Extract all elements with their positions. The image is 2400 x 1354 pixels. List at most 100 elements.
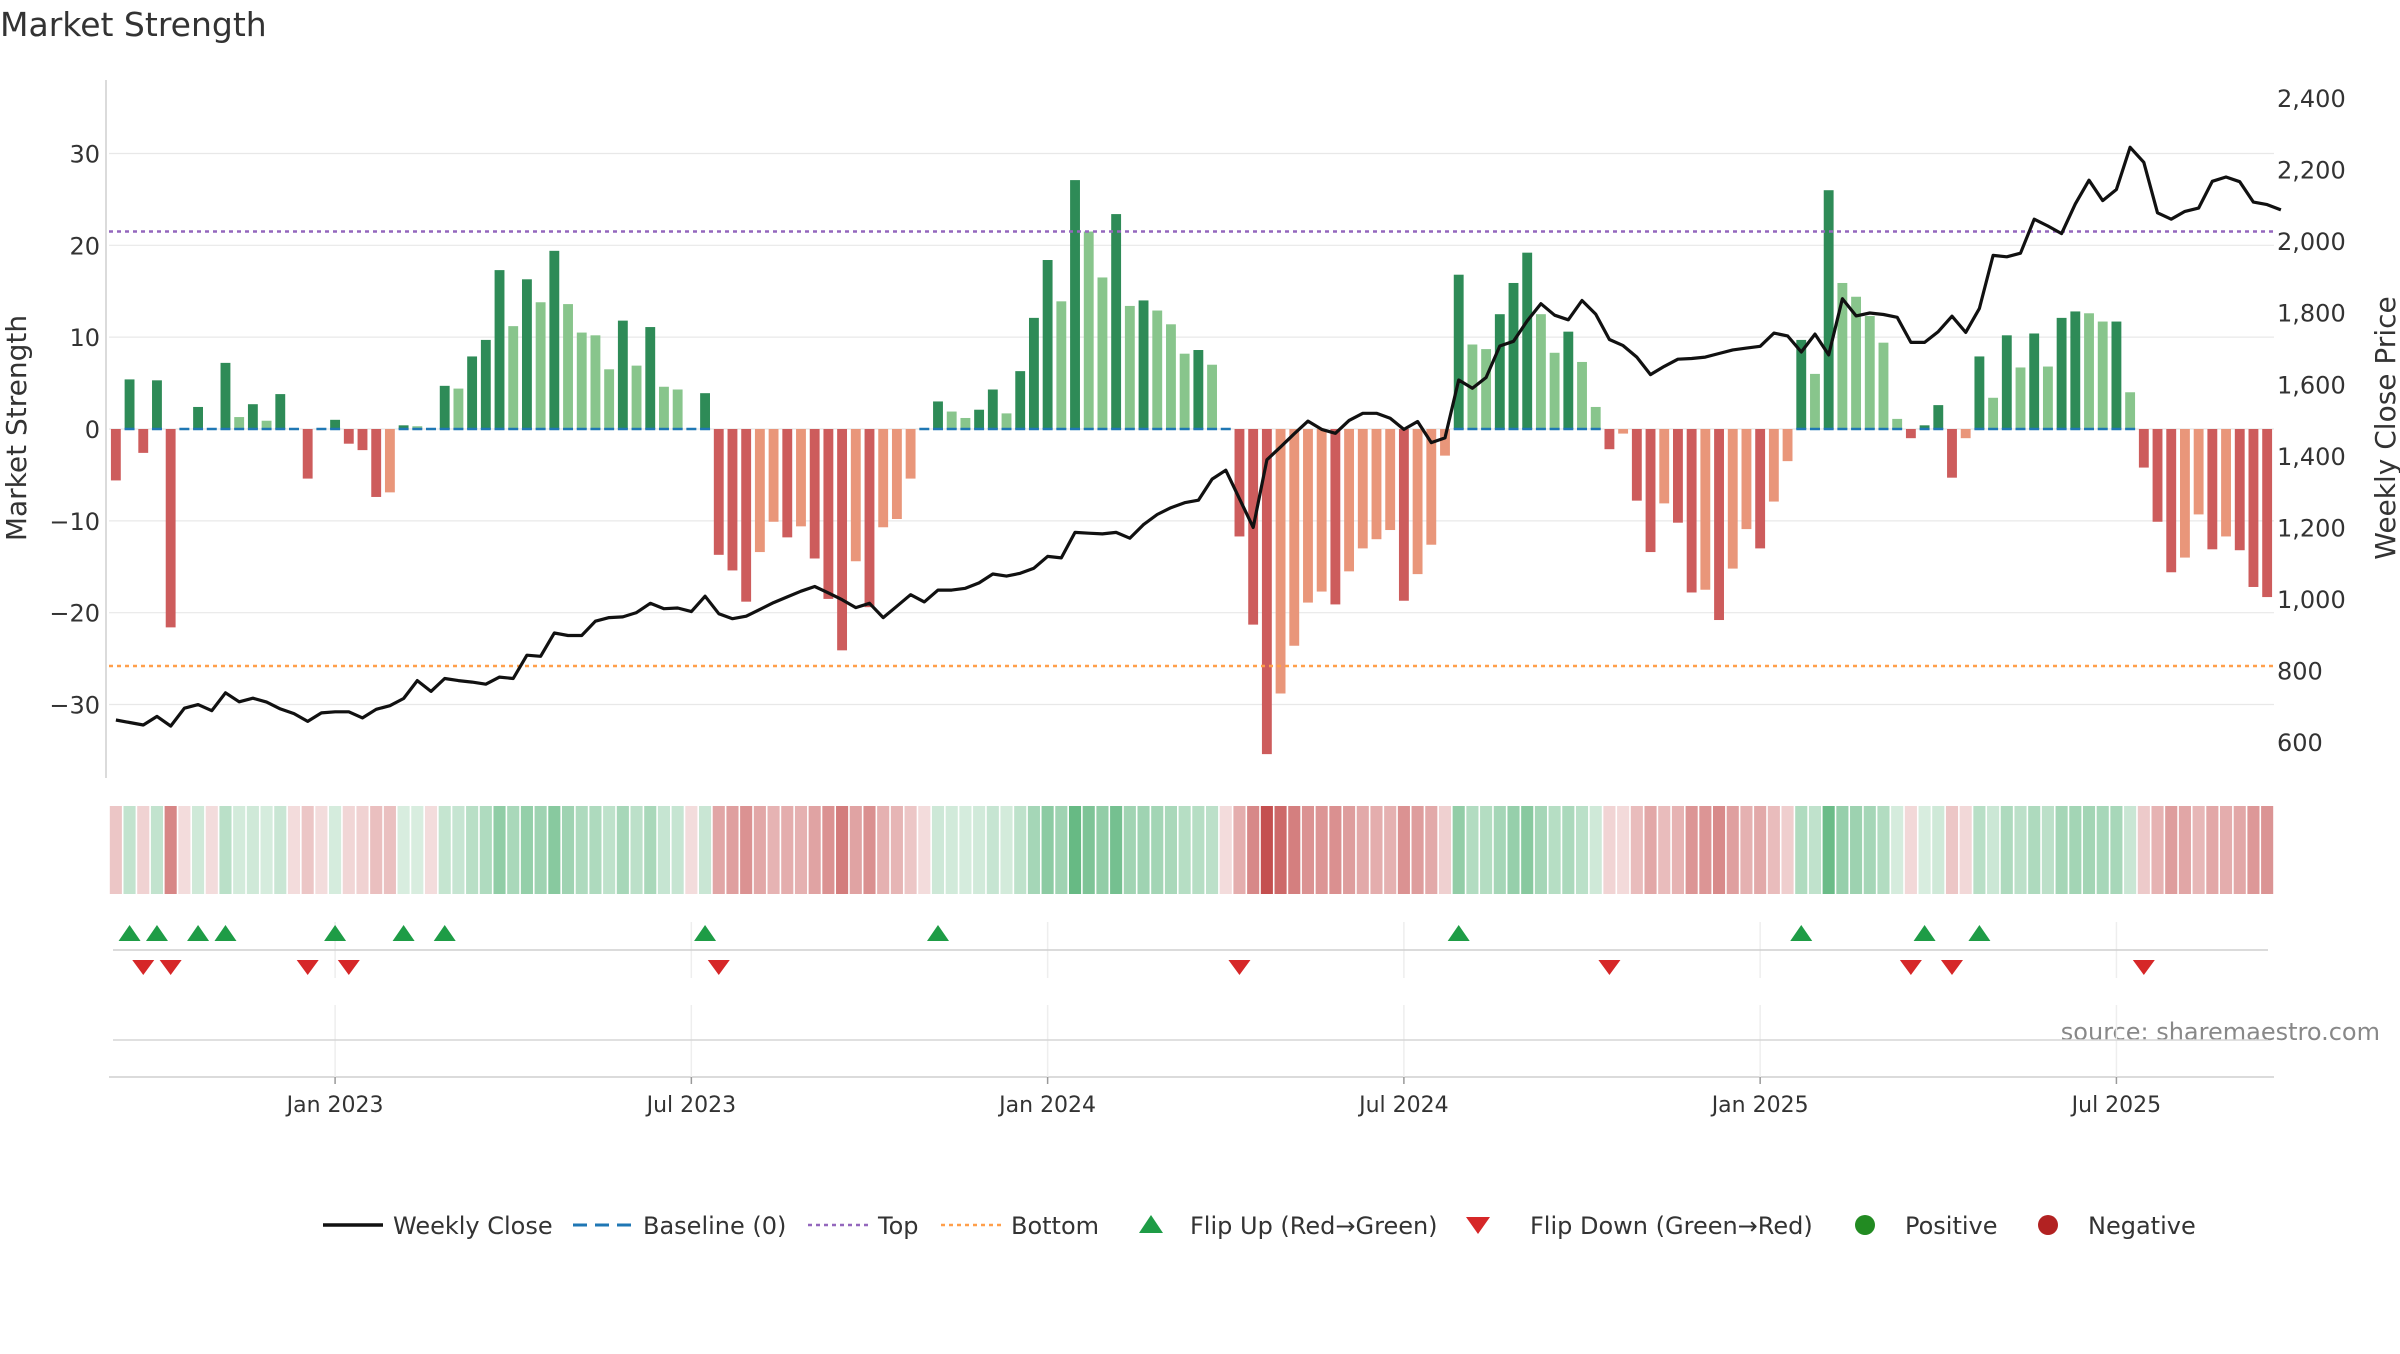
strength-bar [1659, 429, 1670, 504]
flip-down-marker [132, 960, 155, 975]
legend-bottom-label: Bottom [1011, 1212, 1099, 1240]
strength-bar [1481, 349, 1492, 429]
flip-up-marker [1790, 925, 1813, 941]
heat-cell [164, 806, 177, 894]
flip-up-marker [1913, 925, 1936, 941]
strength-bar [2193, 429, 2204, 515]
heat-cell [1000, 806, 1013, 894]
strength-bar [1303, 429, 1313, 603]
heat-cell [1548, 806, 1561, 894]
strength-bar [700, 393, 710, 429]
strength-bar [2111, 321, 2122, 429]
heat-cell [1466, 806, 1479, 894]
flip-up-marker [187, 925, 210, 941]
heat-cell [342, 806, 355, 894]
strength-bar [1618, 429, 1629, 434]
heat-cell [466, 806, 479, 894]
heat-cell [1534, 806, 1547, 894]
strength-bar [110, 429, 121, 481]
flip-down-marker [159, 960, 182, 975]
heat-cell [1397, 806, 1410, 894]
heat-cell [438, 806, 451, 894]
heat-cell [1260, 806, 1273, 894]
strength-bar [1645, 429, 1656, 553]
heat-cell [1973, 806, 1986, 894]
legend-flip-down-label: Flip Down (Green→Red) [1530, 1212, 1813, 1240]
flip-up-marker [214, 925, 237, 941]
strength-bar [1604, 429, 1615, 450]
strength-bar [1837, 282, 1848, 429]
right-axis-label: Weekly Close Price [2369, 296, 2400, 559]
right-tick-label: 1,200 [2277, 514, 2346, 542]
heat-cell [1247, 806, 1260, 894]
strength-bar [480, 339, 491, 429]
strength-bar [1810, 373, 1820, 429]
heat-cell [2055, 806, 2068, 894]
left-tick-label: −30 [49, 692, 100, 720]
flip-down-marker [1899, 960, 1922, 975]
heat-cell [712, 806, 725, 894]
strength-bar [1673, 429, 1683, 523]
heat-cell [397, 806, 410, 894]
strength-bar [220, 362, 231, 429]
heat-cell [685, 806, 698, 894]
strength-bar [1398, 429, 1409, 601]
strength-bar [1892, 418, 1903, 429]
legend-flip-down-triangle [1466, 1217, 1490, 1234]
heat-cell [1658, 806, 1671, 894]
chart-title: Market Strength [0, 5, 267, 44]
heat-cell [1589, 806, 1602, 894]
heat-cell [1904, 806, 1917, 894]
heat-cell [2041, 806, 2054, 894]
strength-bar [1782, 429, 1793, 462]
strength-bar [1289, 429, 1300, 646]
heat-cell [548, 806, 561, 894]
heat-cell [137, 806, 150, 894]
strength-bar [1851, 296, 1862, 429]
heat-cell [2014, 806, 2027, 894]
strength-bar [1864, 316, 1875, 429]
heat-cell [1137, 806, 1150, 894]
flip-down-marker [1598, 960, 1621, 975]
heat-cell [1096, 806, 1109, 894]
heat-cell [931, 806, 945, 894]
strength-bar [1947, 429, 1957, 478]
heat-cell [452, 806, 465, 894]
heat-cell [2028, 806, 2041, 894]
heat-cell [1987, 806, 2000, 894]
strength-bar [1316, 429, 1327, 592]
heat-cell [2261, 806, 2274, 894]
strength-bar [549, 250, 560, 429]
heat-cell [507, 806, 520, 894]
flip-up-marker [324, 925, 347, 941]
heat-cell [534, 806, 547, 894]
strength-bar [521, 279, 532, 429]
strength-bar [1357, 429, 1368, 549]
heat-cell [2000, 806, 2013, 894]
strength-bar [193, 406, 203, 429]
strength-bar [1097, 277, 1108, 429]
legend-negative-dot [2038, 1215, 2058, 1235]
heat-cell [1027, 806, 1040, 894]
strength-bar [234, 417, 245, 429]
strength-bar [1878, 342, 1889, 429]
heat-cell [301, 806, 314, 894]
strength-bar [343, 429, 354, 444]
heat-cell [1863, 806, 1876, 894]
left-tick-label: −20 [49, 600, 100, 628]
strength-bar [330, 419, 341, 429]
right-tick-label: 1,800 [2277, 300, 2346, 328]
strength-bar [1919, 425, 1930, 429]
heat-cell [1808, 806, 1822, 894]
heat-cell [287, 806, 301, 894]
heat-cell [329, 806, 342, 894]
heat-cell [1055, 806, 1068, 894]
heat-cell [671, 806, 684, 894]
flip-up-marker [118, 925, 141, 941]
strength-bar [754, 429, 765, 553]
heat-cell [1767, 806, 1780, 894]
heat-cell [1370, 806, 1383, 894]
strength-bar [152, 380, 162, 429]
strength-bar [1563, 331, 1574, 429]
strength-bar [1522, 252, 1533, 429]
